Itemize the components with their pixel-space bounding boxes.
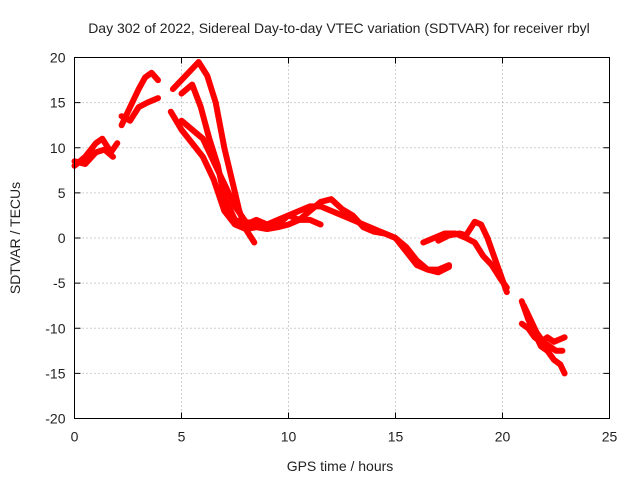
x-tick-label: 10 <box>281 429 297 445</box>
y-axis-label: SDTVAR / TECUs <box>7 182 23 294</box>
y-tick-label: -10 <box>45 320 65 336</box>
grid <box>74 57 610 419</box>
y-tick-label: 10 <box>50 140 66 156</box>
x-tick-label: 15 <box>388 429 404 445</box>
series-track-7 <box>178 117 452 273</box>
chart-title: Day 302 of 2022, Sidereal Day-to-day VTE… <box>88 20 590 36</box>
y-tick-label: -20 <box>45 411 65 427</box>
series-track-8 <box>169 59 258 246</box>
y-tick-label: 0 <box>58 230 66 246</box>
x-axis-label: GPS time / hours <box>287 458 394 474</box>
x-tick-label: 20 <box>495 429 511 445</box>
series-track-13 <box>520 302 566 354</box>
x-tick-label: 25 <box>602 429 618 445</box>
axis-ticks: 0 5 10 15 20 25 -20 -15 -10 -5 0 5 10 15 20 <box>45 50 617 445</box>
series-track-2 <box>71 146 116 167</box>
x-tick-label: 0 <box>71 429 79 445</box>
y-tick-label: -15 <box>45 365 65 381</box>
y-tick-label: -5 <box>53 275 66 291</box>
series-track-4 <box>118 95 161 124</box>
y-tick-label: 15 <box>50 95 66 111</box>
series-track-3 <box>118 69 161 129</box>
series-track-1 <box>71 135 121 169</box>
series-track-10 <box>435 218 510 296</box>
y-tick-label: 20 <box>50 50 66 66</box>
y-tick-label: 5 <box>58 185 66 201</box>
data-traces <box>71 59 568 377</box>
series-track-9 <box>420 230 510 291</box>
x-tick-label: 5 <box>178 429 186 445</box>
